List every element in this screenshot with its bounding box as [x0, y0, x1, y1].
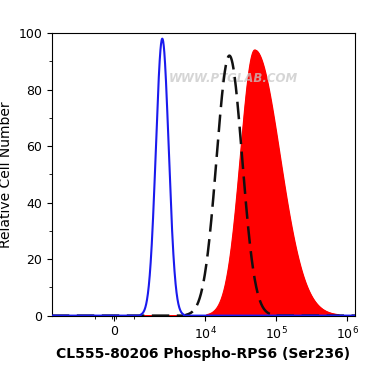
Y-axis label: Relative Cell Number: Relative Cell Number [0, 101, 13, 248]
X-axis label: CL555-80206 Phospho-RPS6 (Ser236): CL555-80206 Phospho-RPS6 (Ser236) [57, 348, 350, 361]
Text: WWW.PTGLAB.COM: WWW.PTGLAB.COM [169, 72, 299, 85]
